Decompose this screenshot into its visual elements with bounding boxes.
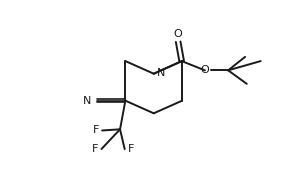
Text: O: O — [200, 65, 209, 75]
Text: N: N — [157, 68, 166, 78]
Text: F: F — [92, 144, 98, 154]
Text: O: O — [174, 29, 182, 39]
Text: F: F — [128, 144, 134, 154]
Text: F: F — [93, 126, 99, 135]
Text: N: N — [83, 96, 92, 106]
